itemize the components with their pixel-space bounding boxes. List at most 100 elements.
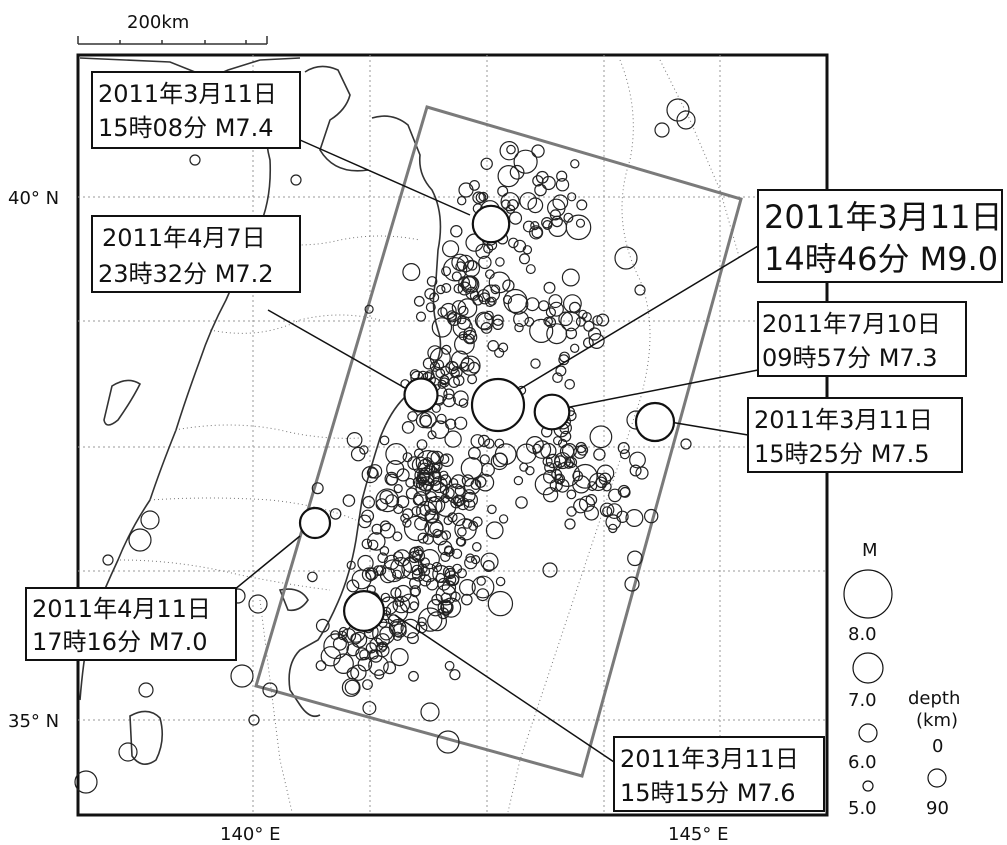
aftershock-2-24: [460, 355, 481, 376]
aftershock-7-38: [355, 647, 369, 661]
aftershock-6-113: [442, 565, 456, 579]
legend-circle-m7: [852, 652, 884, 684]
aftershock-7-31: [341, 678, 361, 697]
aftershock-0-50: [457, 195, 467, 206]
aftershock-4-116: [494, 443, 517, 466]
aftershock-8-9: [596, 464, 615, 483]
event-circle-m9-0-1446: [470, 377, 526, 433]
callout-m7-3-0957: 2011年7月10日 09時57分 M7.3: [757, 301, 967, 377]
aftershock-0-36: [497, 185, 509, 197]
aftershock-6-67: [413, 545, 424, 556]
aftershock-4-60: [479, 454, 490, 465]
aftershock-6-51: [409, 585, 421, 597]
aftershock-6-99: [346, 579, 360, 593]
aftershock-0-27: [534, 183, 547, 197]
aftershock-1-59: [452, 317, 473, 338]
aftershock-outlier-10: [118, 742, 138, 762]
aftershock-5-5: [566, 506, 577, 517]
aftershock-6-72: [357, 514, 372, 529]
aftershock-0-19: [519, 192, 538, 210]
aftershock-6-83: [377, 552, 388, 563]
aftershock-4-23: [367, 464, 383, 479]
aftershock-1-47: [426, 276, 438, 287]
aftershock-3-8: [545, 307, 557, 318]
aftershock-1-33: [436, 284, 446, 295]
aftershock-1-28: [413, 295, 425, 307]
aftershock-1-60: [461, 275, 478, 293]
aftershock-5-20: [552, 436, 563, 446]
aftershock-8-24: [629, 464, 642, 477]
aftershock-4-72: [436, 413, 447, 425]
legend-m7-label: 7.0: [848, 690, 877, 711]
event-circle-m7-4-0308: [471, 204, 511, 244]
aftershock-4-47: [385, 443, 408, 466]
aftershock-6-90: [373, 565, 384, 576]
aftershock-2-31: [442, 393, 456, 408]
aftershock-6-89: [417, 617, 427, 627]
aftershock-0-28: [575, 218, 586, 228]
aftershock-8-7: [635, 466, 649, 480]
aftershock-6-127: [396, 495, 410, 509]
aftershock-6-108: [441, 597, 462, 618]
aftershock-0-13: [525, 264, 536, 275]
aftershock-outlier-16: [564, 518, 576, 530]
aftershock-6-48: [495, 576, 506, 587]
lat-label-40n: 40° N: [8, 188, 59, 209]
legend-depth-title: depth: [908, 688, 960, 709]
aftershock-2-37: [437, 379, 447, 389]
aftershock-4-54: [460, 457, 483, 480]
aftershock-7-37: [379, 626, 394, 641]
aftershock-6-120: [409, 576, 422, 589]
aftershock-1-64: [487, 339, 499, 352]
aftershock-8-6: [608, 488, 622, 503]
aftershock-7-35: [365, 642, 377, 654]
aftershock-outlier-14: [420, 702, 440, 722]
aftershock-6-121: [383, 554, 400, 571]
aftershock-5-24: [557, 438, 568, 449]
aftershock-8-14: [608, 523, 618, 534]
scale-bar: 200km: [77, 12, 268, 45]
aftershock-0-35: [509, 164, 525, 180]
aftershock-7-24: [320, 646, 341, 667]
aftershock-8-16: [599, 502, 615, 518]
aftershock-6-109: [357, 554, 374, 572]
aftershock-8-19: [598, 472, 612, 486]
aftershock-4-90: [414, 517, 428, 531]
aftershock-2-15: [458, 398, 469, 408]
legend-circle-m6: [858, 723, 878, 743]
aftershock-4-14: [444, 430, 462, 448]
aftershock-outlier-20: [634, 284, 646, 296]
aftershock-5-9: [563, 459, 574, 469]
aftershock-1-67: [429, 292, 440, 303]
aftershock-8-22: [585, 493, 598, 506]
aftershock-0-25: [531, 144, 545, 158]
aftershock-outlier-3: [666, 98, 690, 122]
aftershock-5-43: [561, 443, 577, 459]
aftershock-7-23: [362, 679, 373, 690]
map-frame: [76, 53, 829, 817]
aftershock-0-54: [522, 220, 535, 233]
aftershock-6-123: [365, 569, 376, 581]
aftershock-4-48: [454, 416, 468, 430]
aftershock-6-124: [445, 574, 457, 586]
aftershock-4-10: [430, 463, 441, 474]
aftershock-6-64: [409, 601, 419, 611]
aftershock-7-15: [332, 636, 347, 651]
aftershock-0-65: [499, 140, 519, 161]
aftershock-6-44: [307, 571, 318, 583]
aftershock-4-89: [515, 496, 528, 509]
aftershock-6-61: [420, 557, 431, 568]
aftershock-7-36: [344, 679, 360, 695]
callout-line1: 2011年3月11日: [754, 406, 933, 434]
aftershock-3-16: [543, 316, 553, 327]
aftershock-0-53: [555, 177, 570, 192]
aftershock-1-42: [502, 279, 515, 292]
aftershock-5-15: [566, 489, 577, 500]
lat-label-35n: 35° N: [8, 711, 59, 732]
aftershock-4-51: [441, 530, 452, 541]
aftershock-0-7: [472, 191, 485, 204]
aftershock-6-118: [424, 518, 444, 538]
aftershock-8-8: [606, 503, 623, 520]
aftershock-outlier-22: [248, 594, 268, 614]
callout-line2: 17時16分 M7.0: [32, 628, 208, 656]
